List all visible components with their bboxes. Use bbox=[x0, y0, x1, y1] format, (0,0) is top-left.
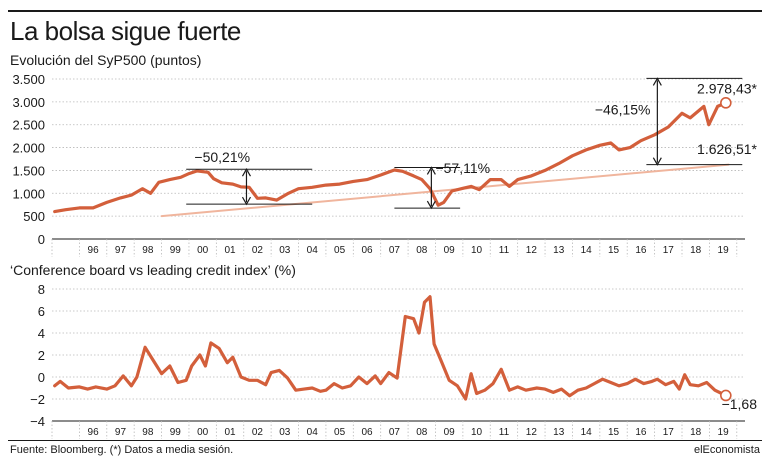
y-tick-label: 1.500 bbox=[12, 163, 45, 178]
x-tick-label: 02 bbox=[252, 245, 264, 256]
x-tick-label: 07 bbox=[389, 427, 401, 438]
x-tick-label: 04 bbox=[307, 245, 319, 256]
y-tick-label: −4 bbox=[30, 414, 45, 429]
x-tick-label: 06 bbox=[361, 245, 373, 256]
x-tick-label: 18 bbox=[690, 427, 702, 438]
y-tick-label: 500 bbox=[23, 209, 45, 224]
x-tick-label: 03 bbox=[279, 427, 291, 438]
y-tick-label: 2 bbox=[38, 348, 45, 363]
credit-index-line bbox=[53, 295, 728, 401]
x-tick-label: 14 bbox=[581, 245, 593, 256]
x-tick-label: 05 bbox=[334, 427, 346, 438]
bottom-chart-subtitle: ‘Conference board vs leading credit inde… bbox=[10, 262, 296, 278]
drawdown-2008-arrow-head-up bbox=[426, 166, 436, 175]
x-tick-label: 96 bbox=[88, 245, 100, 256]
x-tick-label: 12 bbox=[526, 245, 538, 256]
top-chart-subtitle: Evolución del SyP500 (puntos) bbox=[10, 52, 202, 68]
page-title: La bolsa sigue fuerte bbox=[10, 16, 241, 46]
x-tick-label: 11 bbox=[499, 245, 510, 256]
x-tick-label: 98 bbox=[142, 427, 154, 438]
x-tick-label: 99 bbox=[170, 427, 182, 438]
x-tick-label: 00 bbox=[197, 427, 209, 438]
x-tick-label: 96 bbox=[88, 427, 100, 438]
x-tick-label: 01 bbox=[224, 427, 236, 438]
credit-index-end-label: −1,68 bbox=[722, 396, 758, 412]
x-tick-label: 12 bbox=[526, 427, 538, 438]
x-tick-label: 19 bbox=[718, 245, 730, 256]
sp500-end-label: 2.978,43* bbox=[697, 80, 757, 96]
x-tick-label: 07 bbox=[389, 245, 401, 256]
x-tick-label: 99 bbox=[170, 245, 182, 256]
x-tick-label: 15 bbox=[608, 245, 620, 256]
y-tick-label: 1.000 bbox=[12, 186, 45, 201]
x-tick-label: 16 bbox=[635, 427, 647, 438]
x-tick-label: 05 bbox=[334, 245, 346, 256]
gap-arrow-head-up bbox=[652, 77, 662, 86]
trend-line bbox=[160, 163, 730, 218]
x-tick-label: 17 bbox=[663, 245, 675, 256]
y-tick-label: 0 bbox=[38, 370, 45, 385]
x-tick-label: 13 bbox=[553, 245, 565, 256]
x-tick-label: 03 bbox=[279, 245, 291, 256]
y-tick-label: 4 bbox=[38, 326, 45, 341]
sp500-end-marker bbox=[720, 97, 732, 109]
x-tick-label: 09 bbox=[444, 245, 456, 256]
bottom-rule bbox=[8, 440, 762, 441]
y-tick-label: 6 bbox=[38, 304, 45, 319]
x-tick-label: 98 bbox=[142, 245, 154, 256]
drawdown-2008-label: −57,11% bbox=[435, 160, 490, 176]
drawdown-2000-label: −50,21% bbox=[194, 149, 250, 165]
sp500-line bbox=[53, 101, 728, 214]
x-tick-label: 97 bbox=[115, 245, 127, 256]
x-tick-label: 01 bbox=[224, 245, 236, 256]
x-tick-label: 10 bbox=[471, 245, 483, 256]
y-tick-label: 2.500 bbox=[12, 118, 45, 133]
x-tick-label: 17 bbox=[663, 427, 675, 438]
gap-label: −46,15% bbox=[595, 102, 651, 118]
x-tick-label: 18 bbox=[690, 245, 702, 256]
x-tick-label: 09 bbox=[444, 427, 456, 438]
y-tick-label: 8 bbox=[38, 282, 45, 297]
x-tick-label: 08 bbox=[416, 245, 428, 256]
trend-end-label: 1.626,51* bbox=[697, 141, 757, 157]
x-tick-label: 16 bbox=[635, 245, 647, 256]
top-rule bbox=[8, 10, 762, 12]
x-tick-label: 10 bbox=[471, 427, 483, 438]
x-tick-label: 19 bbox=[718, 427, 730, 438]
drawdown-2000-arrow-head-up bbox=[241, 167, 251, 177]
x-tick-label: 00 bbox=[197, 245, 209, 256]
y-tick-label: −2 bbox=[30, 392, 45, 407]
y-tick-label: 0 bbox=[38, 232, 45, 247]
source-note: Fuente: Bloomberg. (*) Datos a media ses… bbox=[10, 444, 234, 456]
brand-logo: elEconomista bbox=[693, 444, 760, 456]
x-tick-label: 13 bbox=[553, 427, 565, 438]
y-tick-label: 3.500 bbox=[12, 72, 45, 87]
drawdown-2008-arrow-head-down bbox=[426, 200, 436, 210]
credit-index-end-marker bbox=[720, 389, 732, 402]
x-tick-label: 11 bbox=[499, 427, 510, 438]
drawdown-2000-arrow-head-down bbox=[241, 196, 251, 206]
x-tick-label: 06 bbox=[361, 427, 373, 438]
x-tick-label: 14 bbox=[581, 427, 593, 438]
x-tick-label: 04 bbox=[307, 427, 319, 438]
y-tick-label: 2.000 bbox=[12, 141, 45, 156]
y-tick-label: 3.000 bbox=[12, 95, 45, 110]
gap-arrow-head-down bbox=[652, 157, 662, 166]
x-tick-label: 08 bbox=[416, 427, 428, 438]
x-tick-label: 15 bbox=[608, 427, 620, 438]
x-tick-label: 02 bbox=[252, 427, 264, 438]
x-tick-label: 97 bbox=[115, 427, 127, 438]
